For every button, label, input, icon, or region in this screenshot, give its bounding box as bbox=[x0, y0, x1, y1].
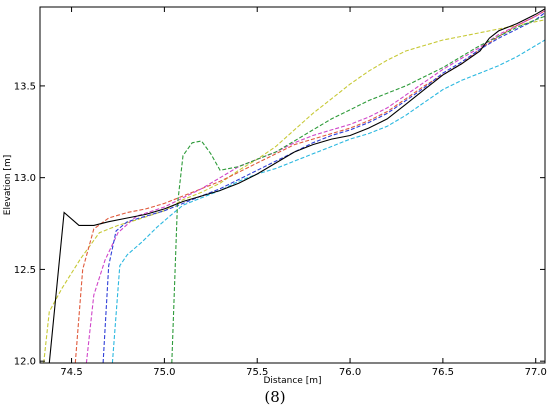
series-line-5 bbox=[111, 39, 545, 363]
x-tick-label: 74.5 bbox=[60, 367, 82, 378]
series-line-4 bbox=[102, 12, 545, 363]
series-line-1 bbox=[43, 19, 545, 363]
y-axis-label: Elevation [m] bbox=[3, 155, 13, 215]
series-line-2 bbox=[74, 10, 545, 363]
y-tick-label: 13.5 bbox=[14, 81, 36, 92]
series-line-6 bbox=[171, 15, 545, 363]
x-tick-label: 76.5 bbox=[432, 367, 454, 378]
series-layer bbox=[43, 8, 545, 363]
x-tick-label: 75.5 bbox=[246, 367, 268, 378]
y-tick-label: 12.0 bbox=[14, 357, 36, 368]
figure-caption: (8) bbox=[264, 388, 285, 406]
axis-layer: 74.5 75.0 75.5 76.0 76.5 77.0 12.0 12.5 13.0 13.5 bbox=[14, 7, 547, 378]
plot-frame bbox=[39, 6, 546, 364]
x-axis-label: Distance [m] bbox=[263, 376, 321, 386]
series-line-0 bbox=[48, 8, 545, 363]
x-tick-label: 75.0 bbox=[153, 367, 175, 378]
x-tick-label: 77.0 bbox=[525, 367, 547, 378]
x-tick-label: 76.0 bbox=[339, 367, 361, 378]
y-tick-label: 13.0 bbox=[14, 173, 36, 184]
y-tick-label: 12.5 bbox=[14, 265, 36, 276]
series-line-3 bbox=[85, 10, 545, 363]
